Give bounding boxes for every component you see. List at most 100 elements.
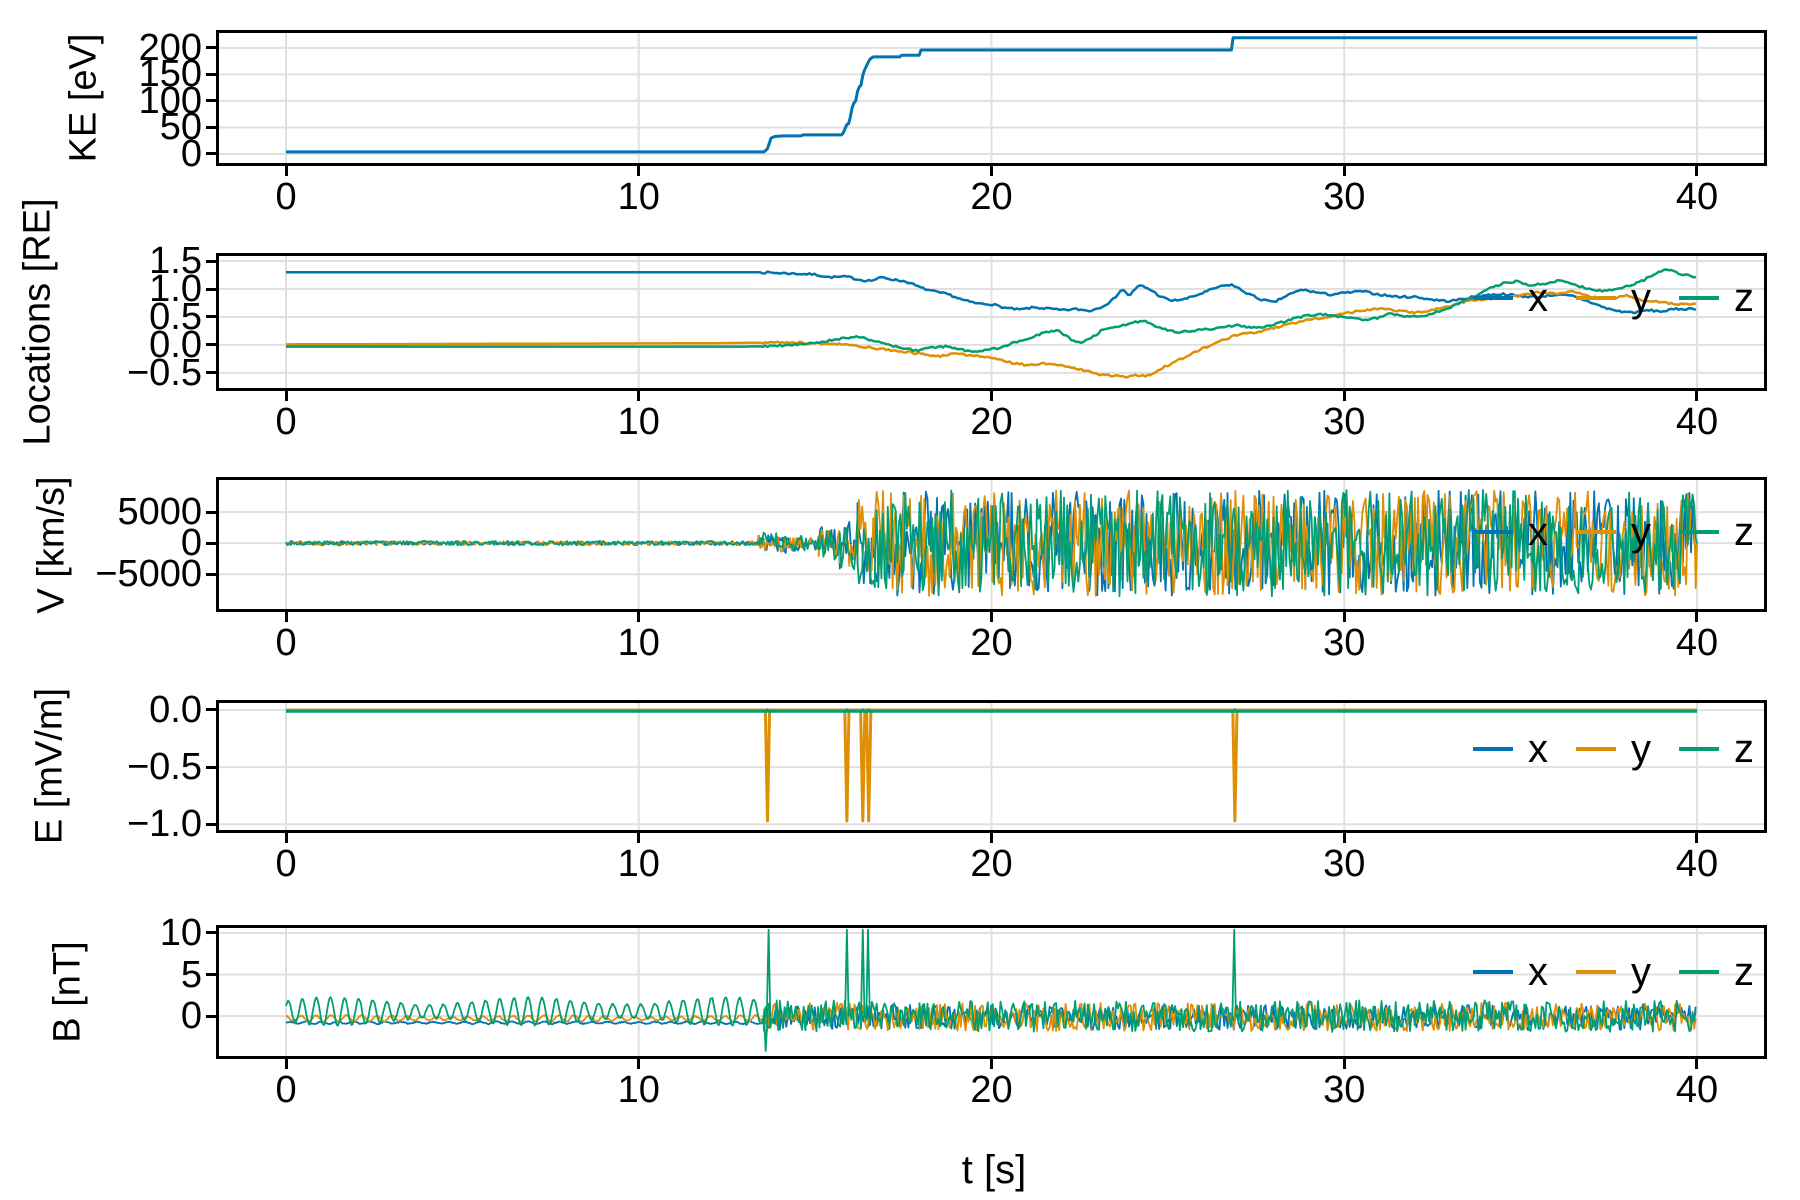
y-axis-label-locations: Locations [RE] xyxy=(16,198,59,446)
legend-line-sample-x xyxy=(1473,970,1513,974)
x-tick-label: 0 xyxy=(275,1069,297,1111)
legend-line-sample-y xyxy=(1576,747,1616,751)
x-tick-mark xyxy=(990,166,993,176)
x-tick-label: 20 xyxy=(970,1069,1013,1111)
y-tick-label: 150 xyxy=(138,53,202,96)
x-tick-mark xyxy=(284,166,288,176)
series-line-z xyxy=(285,488,1698,598)
legend-line-sample-y xyxy=(1576,530,1616,534)
y-tick-label: 0.5 xyxy=(149,295,202,338)
y-tick-label: 5 xyxy=(180,953,202,996)
legend-label-x: x xyxy=(1528,510,1548,554)
y-tick-mark xyxy=(206,46,216,50)
legend-label-x: x xyxy=(1528,276,1548,320)
x-tick-label: 0 xyxy=(275,843,297,885)
y-tick-mark xyxy=(206,1014,216,1018)
legend-label-x: x xyxy=(1528,950,1548,994)
legend-label-y: y xyxy=(1631,727,1651,771)
y-tick-mark xyxy=(206,371,216,375)
legend-entry-y: y xyxy=(1576,952,1651,992)
x-tick-mark xyxy=(1342,612,1346,622)
x-tick-label: 10 xyxy=(617,1069,660,1111)
x-tick-label: 20 xyxy=(970,843,1013,885)
x-tick-mark xyxy=(1695,391,1699,401)
x-tick-label: 20 xyxy=(970,622,1013,664)
legend-line-sample-x xyxy=(1473,296,1513,300)
plot-area xyxy=(219,33,1764,163)
legend-line-sample-y xyxy=(1576,970,1616,974)
x-tick-mark xyxy=(1342,1059,1346,1069)
legend-entry-y: y xyxy=(1576,278,1651,318)
x-tick-label: 30 xyxy=(1323,843,1366,885)
y-tick-label: 5000 xyxy=(117,491,202,534)
x-tick-label: 20 xyxy=(970,401,1013,443)
y-tick-mark xyxy=(206,343,216,347)
legend-label-z: z xyxy=(1734,950,1754,994)
x-tick-mark xyxy=(1342,166,1346,176)
x-tick-label: 0 xyxy=(275,401,297,443)
legend-efield: x y z xyxy=(1473,729,1754,769)
legend-line-sample-z xyxy=(1679,970,1719,974)
y-tick-mark xyxy=(206,765,216,769)
x-tick-mark xyxy=(1342,391,1346,401)
legend-line-sample-x xyxy=(1473,530,1513,534)
legend-entry-x: x xyxy=(1473,952,1548,992)
y-tick-mark xyxy=(206,259,216,263)
y-tick-mark xyxy=(206,822,216,826)
series-line-KE xyxy=(286,36,1697,154)
legend-bfield: x y z xyxy=(1473,952,1754,992)
y-tick-label: 10 xyxy=(159,911,202,954)
y-tick-label: −0.5 xyxy=(126,746,202,789)
y-tick-label: −0.5 xyxy=(126,351,202,394)
x-tick-mark xyxy=(637,612,641,622)
y-tick-mark xyxy=(206,315,216,319)
y-tick-label: −1.0 xyxy=(126,803,202,846)
x-tick-mark xyxy=(284,391,288,401)
plot-area xyxy=(219,256,1764,388)
y-tick-mark xyxy=(206,541,216,545)
x-tick-mark xyxy=(1342,833,1346,843)
x-tick-mark xyxy=(990,1059,993,1069)
legend-entry-z: z xyxy=(1679,512,1754,552)
plot-area xyxy=(219,928,1764,1056)
legend-line-sample-z xyxy=(1679,296,1719,300)
y-tick-label: 50 xyxy=(159,106,202,149)
x-tick-label: 40 xyxy=(1675,1069,1719,1111)
x-tick-label: 0 xyxy=(275,176,297,218)
x-tick-label: 10 xyxy=(617,176,660,218)
y-tick-label: −5000 xyxy=(95,553,202,596)
legend-entry-x: x xyxy=(1473,512,1548,552)
y-tick-mark xyxy=(206,973,216,977)
x-tick-mark xyxy=(990,612,993,622)
y-tick-label: 0 xyxy=(180,132,202,175)
y-tick-label: 0 xyxy=(180,522,202,565)
x-tick-label: 10 xyxy=(617,622,660,664)
legend-locations: x y z xyxy=(1473,278,1754,318)
x-axis-label-time: t [s] xyxy=(961,1148,1027,1192)
x-tick-mark xyxy=(284,1059,288,1069)
legend-velocity: x y z xyxy=(1473,512,1754,552)
panel-efield: x y z 0 10 20 30 40 0.0 −0.5 −1.0 xyxy=(127,690,1767,884)
legend-entry-x: x xyxy=(1473,278,1548,318)
y-tick-label: 100 xyxy=(138,79,202,122)
panel-velocity: x y z 0 10 20 30 40 5000 0 −5000 xyxy=(95,477,1767,663)
y-tick-mark xyxy=(206,72,216,76)
series-line-x xyxy=(286,270,1697,315)
legend-label-x: x xyxy=(1528,727,1548,771)
y-tick-mark xyxy=(206,125,216,129)
x-tick-mark xyxy=(637,391,641,401)
legend-entry-x: x xyxy=(1473,729,1548,769)
y-tick-label: 1.0 xyxy=(149,268,202,310)
legend-entry-y: y xyxy=(1576,729,1651,769)
series-line-z xyxy=(285,928,1697,1052)
plot-area xyxy=(219,703,1764,830)
y-tick-mark xyxy=(206,708,216,712)
legend-entry-z: z xyxy=(1679,278,1754,318)
legend-label-y: y xyxy=(1631,950,1651,994)
y-tick-mark xyxy=(206,572,216,576)
y-tick-label: 0.0 xyxy=(149,688,202,731)
x-tick-mark xyxy=(1695,166,1699,176)
x-tick-label: 40 xyxy=(1675,401,1719,443)
x-tick-mark xyxy=(990,833,993,843)
